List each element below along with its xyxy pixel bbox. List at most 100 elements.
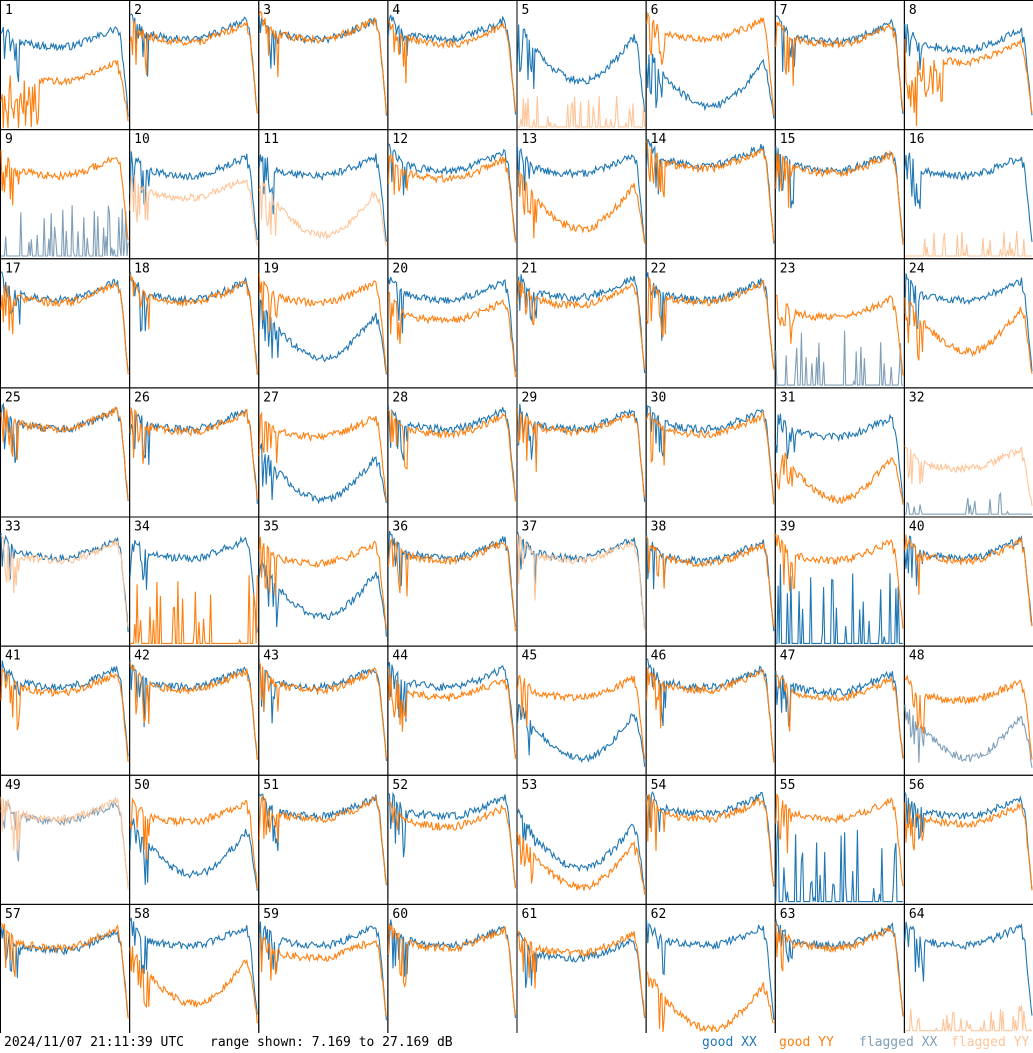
panel-label-37: 37 bbox=[522, 520, 538, 535]
range-text: range shown: 7.169 to 27.169 dB bbox=[210, 1035, 453, 1050]
panel-label-61: 61 bbox=[522, 907, 538, 922]
series-yy-38 bbox=[646, 536, 775, 627]
panel-36: 36 bbox=[387, 516, 518, 647]
series-xx-46 bbox=[646, 657, 775, 759]
series-xx-56 bbox=[904, 792, 1033, 890]
panel-43: 43 bbox=[258, 645, 389, 776]
series-yy-22 bbox=[646, 275, 775, 370]
series-yy-45 bbox=[516, 674, 646, 760]
panel-label-41: 41 bbox=[5, 649, 21, 664]
panel-27: 27 bbox=[258, 387, 389, 518]
panel-label-51: 51 bbox=[263, 778, 279, 793]
panel-label-14: 14 bbox=[651, 132, 667, 147]
series-yy-60 bbox=[387, 923, 517, 1015]
panel-label-43: 43 bbox=[263, 649, 279, 664]
series-yy-44 bbox=[387, 668, 517, 759]
series-xx-23 bbox=[775, 330, 903, 386]
panel-frame bbox=[387, 774, 518, 905]
series-xx-58 bbox=[129, 917, 258, 1015]
series-xx-25 bbox=[0, 402, 129, 501]
series-xx-26 bbox=[129, 409, 258, 504]
panel-47: 47 bbox=[774, 645, 905, 776]
panel-25: 25 bbox=[0, 387, 131, 518]
series-yy-1 bbox=[0, 60, 129, 129]
panel-frame bbox=[258, 387, 389, 518]
panel-41: 41 bbox=[0, 645, 131, 776]
panel-29: 29 bbox=[516, 387, 647, 518]
panel-label-53: 53 bbox=[522, 778, 538, 793]
series-xx-21 bbox=[516, 274, 646, 374]
panel-label-60: 60 bbox=[392, 907, 408, 922]
panel-label-50: 50 bbox=[134, 778, 150, 793]
panel-16: 16 bbox=[903, 129, 1033, 260]
panel-38: 38 bbox=[645, 516, 776, 647]
series-yy-28 bbox=[388, 409, 517, 502]
panel-21: 21 bbox=[516, 258, 647, 389]
panel-8: 8 bbox=[903, 0, 1033, 131]
panel-54: 54 bbox=[645, 774, 776, 905]
series-yy-41 bbox=[0, 668, 129, 762]
series-xx-33 bbox=[0, 532, 129, 633]
series-yy-19 bbox=[258, 273, 387, 374]
panel-label-58: 58 bbox=[134, 907, 150, 922]
panel-26: 26 bbox=[129, 387, 260, 518]
series-xx-24 bbox=[904, 273, 1033, 372]
series-xx-57 bbox=[0, 926, 129, 1018]
series-yy-26 bbox=[129, 407, 258, 500]
series-yy-29 bbox=[516, 407, 646, 498]
panel-label-59: 59 bbox=[263, 907, 279, 922]
panel-label-3: 3 bbox=[263, 3, 271, 18]
panel-6: 6 bbox=[645, 0, 776, 131]
panel-37: 37 bbox=[516, 516, 647, 647]
series-xx-11 bbox=[258, 153, 387, 242]
panel-label-10: 10 bbox=[134, 132, 150, 147]
panel-20: 20 bbox=[387, 258, 518, 389]
panel-label-26: 26 bbox=[134, 390, 150, 405]
series-yy-63 bbox=[775, 921, 904, 1017]
panel-label-45: 45 bbox=[522, 649, 538, 664]
series-yy-46 bbox=[646, 667, 775, 763]
panel-62: 62 bbox=[645, 903, 776, 1033]
panel-frame bbox=[774, 645, 905, 776]
series-yy-21 bbox=[516, 280, 646, 369]
series-yy-15 bbox=[775, 149, 904, 245]
series-xx-64 bbox=[904, 921, 1033, 1016]
panel-label-40: 40 bbox=[909, 520, 925, 535]
panel-label-29: 29 bbox=[522, 390, 538, 405]
panel-label-44: 44 bbox=[392, 649, 408, 664]
series-xx-5 bbox=[516, 24, 646, 113]
panel-frame bbox=[903, 774, 1033, 905]
series-xx-34 bbox=[129, 535, 258, 633]
series-yy-56 bbox=[904, 802, 1033, 891]
panel-60: 60 bbox=[387, 903, 518, 1033]
panel-11: 11 bbox=[258, 129, 389, 260]
panel-label-22: 22 bbox=[651, 261, 667, 276]
panel-34: 34 bbox=[129, 516, 260, 647]
series-xx-9 bbox=[1, 205, 129, 257]
series-yy-37 bbox=[516, 534, 646, 630]
panel-frame bbox=[387, 258, 518, 389]
panel-49: 49 bbox=[0, 774, 131, 905]
series-yy-47 bbox=[775, 674, 904, 759]
panel-58: 58 bbox=[129, 903, 260, 1033]
series-yy-5 bbox=[517, 95, 646, 129]
panel-30: 30 bbox=[645, 387, 776, 518]
series-xx-12 bbox=[388, 143, 517, 241]
panel-1: 1 bbox=[0, 0, 131, 131]
legend-flagged-xx: flagged XX bbox=[859, 1035, 938, 1050]
panel-frame bbox=[903, 903, 1033, 1033]
series-xx-1 bbox=[0, 26, 129, 118]
panel-frame bbox=[129, 0, 260, 131]
panel-frame bbox=[387, 645, 518, 776]
series-yy-52 bbox=[388, 801, 517, 889]
panel-label-20: 20 bbox=[392, 261, 408, 276]
series-xx-32 bbox=[904, 491, 1032, 515]
legend-good-xx: good XX bbox=[702, 1035, 757, 1050]
panel-frame bbox=[645, 129, 776, 260]
series-yy-2 bbox=[129, 19, 258, 114]
panel-label-33: 33 bbox=[5, 520, 21, 535]
series-yy-58 bbox=[129, 946, 258, 1024]
panel-label-42: 42 bbox=[134, 649, 150, 664]
series-yy-53 bbox=[516, 832, 646, 895]
panel-28: 28 bbox=[387, 387, 518, 518]
